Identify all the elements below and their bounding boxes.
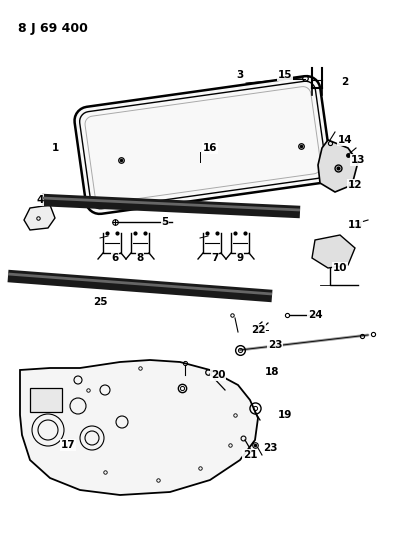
Text: 18: 18	[265, 367, 279, 377]
Text: 22: 22	[251, 325, 265, 335]
Text: 21: 21	[243, 450, 257, 460]
Text: 8: 8	[136, 253, 144, 263]
Text: 2: 2	[341, 77, 349, 87]
Polygon shape	[20, 360, 258, 495]
Polygon shape	[24, 205, 55, 230]
Text: 13: 13	[351, 155, 365, 165]
Text: 16: 16	[203, 143, 217, 153]
Polygon shape	[74, 76, 332, 214]
Text: 4: 4	[36, 195, 44, 205]
Text: 15: 15	[278, 70, 292, 80]
Text: 6: 6	[111, 253, 119, 263]
Text: 5: 5	[161, 217, 169, 227]
Text: 7: 7	[211, 253, 219, 263]
Polygon shape	[30, 388, 62, 412]
Text: 9: 9	[236, 253, 244, 263]
Polygon shape	[312, 235, 355, 268]
Polygon shape	[318, 140, 358, 192]
Text: 14: 14	[338, 135, 352, 145]
Text: 23: 23	[263, 443, 277, 453]
Text: 19: 19	[278, 410, 292, 420]
Text: 20: 20	[211, 370, 225, 380]
Text: 17: 17	[61, 440, 75, 450]
Text: 8 J 69 400: 8 J 69 400	[18, 22, 88, 35]
Text: 24: 24	[308, 310, 322, 320]
Text: 12: 12	[348, 180, 362, 190]
Text: 10: 10	[333, 263, 347, 273]
Text: 11: 11	[348, 220, 362, 230]
Text: 3: 3	[236, 70, 244, 80]
Text: 23: 23	[268, 340, 282, 350]
Text: 25: 25	[93, 297, 107, 307]
Text: 1: 1	[51, 143, 59, 153]
